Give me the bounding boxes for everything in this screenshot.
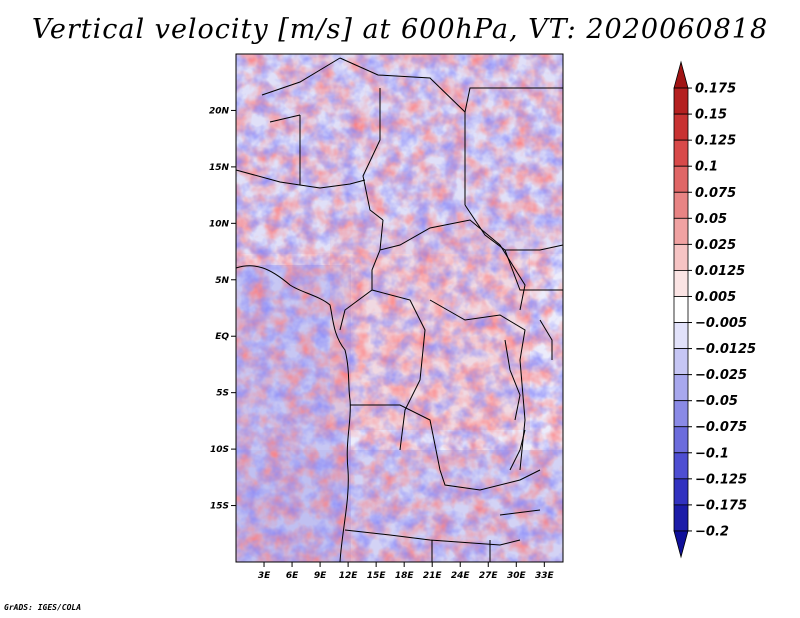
border-south — [344, 404, 541, 562]
lat-tick-label-1: 15N — [209, 163, 230, 173]
colorbar-box-1 — [673, 87, 689, 115]
colorbar-triangle-top — [673, 60, 689, 89]
field-noise-blue — [236, 54, 563, 562]
lon-tick-label-0: 3E — [258, 571, 271, 581]
lon-tick-label-4: 15E — [367, 571, 387, 581]
colorbar-label-7: 0.0125 — [695, 264, 745, 279]
lat-tick-label-4: EQ — [215, 332, 229, 342]
lon-tick-label-10: 33E — [535, 571, 555, 581]
lat-tick-label-7: 15S — [210, 502, 229, 512]
colorbar-box-13 — [673, 400, 689, 428]
lon-tick-label-1: 6E — [286, 571, 299, 581]
colorbar-label-17: −0.2 — [695, 524, 729, 539]
colorbar-box-2 — [673, 113, 689, 141]
colorbar-label-4: 0.075 — [695, 186, 736, 201]
latitude-axis: 20N 15N 10N 5N EQ 5S 10S 15S — [209, 106, 236, 512]
lon-tick-label-6: 21E — [423, 571, 443, 581]
colorbar-label-5: 0.05 — [695, 212, 727, 227]
colorbar-label-8: 0.005 — [695, 290, 736, 305]
colorbar-box-12 — [673, 374, 689, 402]
grads-credit: GrADS: IGES/COLA — [4, 603, 82, 612]
colorbar-label-0: 0.175 — [695, 82, 736, 97]
colorbar-label-11: −0.025 — [695, 368, 747, 383]
lat-tick-label-0: 20N — [209, 106, 230, 116]
border-central — [339, 219, 526, 471]
lat-tick-label-5: 5S — [216, 389, 229, 399]
lon-tick-label-7: 24E — [451, 571, 471, 581]
colorbar-label-16: −0.175 — [695, 498, 747, 513]
lon-tick-label-2: 9E — [314, 571, 327, 581]
longitude-axis: 3E 6E 9E 12E 15E 18E 21E 24E 27E 30E 33E — [258, 562, 555, 581]
colorbar-box-3 — [673, 139, 689, 167]
colorbar-label-9: −0.005 — [695, 316, 747, 331]
colorbar-labels: 0.175 0.15 0.125 0.1 0.075 0.05 0.025 0.0125 0.0… — [695, 82, 756, 540]
colorbar-label-14: −0.1 — [695, 446, 729, 461]
lat-tick-label-2: 10N — [209, 219, 230, 229]
colorbar-label-6: 0.025 — [695, 238, 736, 253]
colorbar-label-10: −0.0125 — [695, 342, 756, 357]
colorbar-box-9 — [673, 296, 689, 323]
colorbar-box-10 — [673, 322, 689, 349]
map-frame — [235, 53, 564, 563]
colorbar-triangle-bottom — [673, 530, 689, 559]
lon-tick-label-8: 27E — [479, 571, 499, 581]
colorbar-label-1: 0.15 — [695, 108, 727, 123]
border-lakes — [504, 319, 553, 471]
border-north — [261, 57, 466, 221]
colorbar-box-17 — [673, 504, 689, 532]
colorbar-boxes — [673, 60, 692, 559]
lon-tick-label-9: 30E — [507, 571, 527, 581]
border-sahel — [235, 114, 366, 189]
colorbar-label-15: −0.125 — [695, 472, 747, 487]
colorbar-label-13: −0.075 — [695, 420, 747, 435]
chart-title: Vertical velocity [m/s] at 600hPa, VT: 2… — [31, 14, 769, 45]
border-east — [464, 87, 564, 291]
coastline — [235, 265, 351, 563]
country-borders — [235, 57, 564, 563]
lon-tick-label-5: 18E — [395, 571, 415, 581]
colorbar-box-15 — [673, 452, 689, 480]
colorbar-label-12: −0.05 — [695, 394, 738, 409]
colorbar-box-7 — [673, 243, 689, 271]
colorbar-label-2: 0.125 — [695, 134, 736, 149]
colorbar-box-4 — [673, 165, 689, 193]
colorbar-box-11 — [673, 348, 689, 376]
colorbar-box-14 — [673, 426, 689, 454]
colorbar-box-6 — [673, 217, 689, 245]
colorbar-box-8 — [673, 270, 689, 297]
lat-tick-label-3: 5N — [215, 276, 229, 286]
vertical-velocity-field — [236, 54, 563, 562]
colorbar-label-3: 0.1 — [695, 160, 718, 175]
lat-tick-label-6: 10S — [210, 445, 229, 455]
colorbar-box-5 — [673, 191, 689, 219]
colorbar-box-16 — [673, 478, 689, 506]
lon-tick-label-3: 12E — [339, 571, 359, 581]
